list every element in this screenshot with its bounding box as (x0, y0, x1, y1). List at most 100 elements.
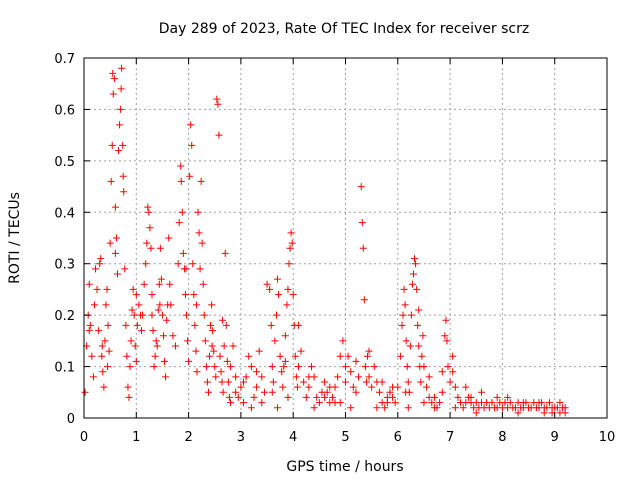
data-point (132, 357, 140, 365)
data-point (146, 224, 154, 232)
data-point (161, 357, 169, 365)
data-point (386, 388, 394, 396)
data-point (119, 172, 127, 180)
data-point (362, 378, 370, 386)
data-point (467, 393, 475, 401)
data-point (342, 378, 349, 386)
data-point (92, 265, 100, 273)
data-point (363, 352, 371, 360)
data-point (253, 383, 261, 391)
data-point (293, 383, 301, 391)
data-point (126, 363, 134, 371)
data-point (285, 260, 293, 268)
data-point (406, 342, 414, 350)
data-point (240, 399, 248, 407)
y-tick-label: 0.4 (54, 206, 75, 221)
data-point (275, 291, 283, 299)
data-point (113, 270, 121, 278)
data-point (451, 404, 459, 412)
data-point (339, 337, 347, 345)
data-point (412, 260, 420, 268)
chart-title: Day 289 of 2023, Rate Of TEC Index for r… (159, 21, 529, 37)
data-point (220, 342, 228, 350)
data-point (217, 368, 225, 376)
data-point (278, 368, 286, 376)
data-point (105, 347, 113, 355)
data-point (159, 332, 167, 340)
y-tick-label: 0.1 (54, 361, 75, 376)
data-point (276, 352, 284, 360)
data-point (192, 347, 200, 355)
data-point (191, 321, 199, 329)
data-point (263, 280, 271, 288)
data-point (111, 203, 119, 211)
data-point (102, 301, 110, 309)
data-point (289, 291, 297, 299)
data-point (334, 373, 342, 381)
data-point (151, 352, 159, 360)
data-point (359, 244, 367, 252)
data-point (143, 239, 151, 247)
data-point (225, 393, 233, 401)
data-point (196, 265, 204, 273)
data-point (415, 342, 423, 350)
data-point (328, 393, 336, 401)
data-point (138, 327, 146, 335)
data-point (144, 203, 152, 211)
data-point (234, 393, 242, 401)
data-point (93, 285, 101, 293)
data-point (310, 404, 318, 412)
data-point (398, 321, 406, 329)
data-point (300, 378, 308, 386)
data-point (237, 383, 245, 391)
data-point (140, 280, 148, 288)
data-point (211, 363, 219, 371)
data-point (201, 337, 209, 345)
data-point (167, 301, 175, 309)
data-point (321, 378, 329, 386)
x-tick-label: 4 (289, 430, 297, 445)
data-point (279, 383, 287, 391)
data-point (274, 404, 282, 412)
data-point (169, 332, 177, 340)
data-point (148, 311, 156, 319)
data-point (305, 373, 313, 381)
data-point (189, 260, 197, 268)
data-point (245, 352, 253, 360)
data-point (195, 229, 203, 237)
data-point (506, 399, 514, 407)
data-point (449, 352, 457, 360)
data-point (163, 316, 171, 324)
x-tick-label: 0 (80, 430, 88, 445)
data-point (418, 352, 426, 360)
data-point (268, 388, 276, 396)
data-point (174, 260, 182, 268)
data-point (90, 301, 98, 309)
data-point (449, 368, 457, 376)
data-point (208, 342, 216, 350)
data-point (361, 363, 369, 371)
data-point (352, 388, 360, 396)
data-point (110, 75, 118, 83)
data-point (103, 285, 111, 293)
data-point (247, 363, 255, 371)
data-point (131, 342, 139, 350)
data-point (101, 337, 109, 345)
data-point (488, 399, 496, 407)
data-point (223, 357, 231, 365)
data-point (108, 141, 116, 149)
data-point (121, 265, 129, 273)
data-point (222, 321, 230, 329)
data-point (352, 357, 360, 365)
data-point (280, 363, 288, 371)
data-point (186, 172, 194, 180)
data-point (216, 352, 224, 360)
data-point (226, 399, 234, 407)
data-point (95, 327, 103, 335)
data-point (206, 352, 214, 360)
data-point (420, 363, 428, 371)
data-point (284, 393, 292, 401)
data-point (365, 373, 373, 381)
x-axis-label: GPS time / hours (286, 459, 403, 475)
data-point (360, 296, 368, 304)
